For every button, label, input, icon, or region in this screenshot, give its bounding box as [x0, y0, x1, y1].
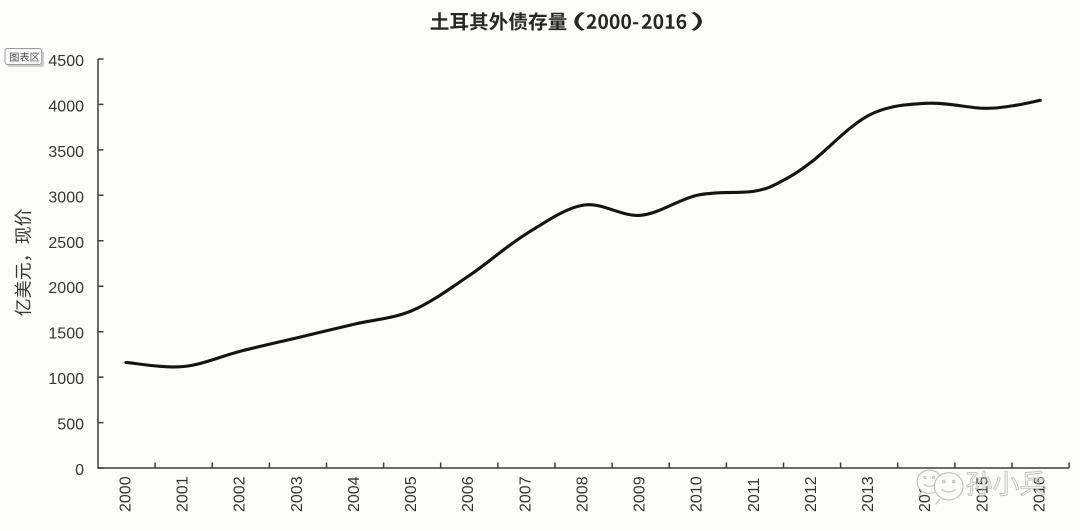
- svg-text:2001: 2001: [175, 476, 192, 512]
- svg-text:4500: 4500: [48, 53, 84, 70]
- svg-text:2010: 2010: [689, 476, 706, 512]
- svg-text:1000: 1000: [48, 371, 84, 388]
- svg-text:2004: 2004: [346, 476, 363, 512]
- svg-text:2012: 2012: [803, 476, 820, 512]
- svg-text:1500: 1500: [48, 326, 84, 343]
- svg-text:2006: 2006: [460, 476, 477, 512]
- svg-text:2007: 2007: [517, 476, 534, 512]
- svg-text:2500: 2500: [48, 235, 84, 252]
- svg-text:2009: 2009: [632, 476, 649, 512]
- svg-text:2011: 2011: [746, 477, 763, 512]
- svg-text:2016: 2016: [1031, 476, 1048, 512]
- svg-text:2000: 2000: [118, 476, 135, 512]
- svg-text:2000: 2000: [48, 280, 84, 297]
- svg-text:4000: 4000: [48, 98, 84, 115]
- svg-text:2003: 2003: [289, 476, 306, 512]
- svg-text:3500: 3500: [48, 144, 84, 161]
- svg-text:0: 0: [75, 462, 84, 479]
- svg-text:2002: 2002: [232, 476, 249, 512]
- svg-text:500: 500: [57, 417, 84, 434]
- svg-text:2005: 2005: [403, 476, 420, 512]
- svg-text:2013: 2013: [860, 476, 877, 512]
- svg-text:3000: 3000: [48, 189, 84, 206]
- svg-text:2008: 2008: [574, 476, 591, 512]
- svg-text:2015: 2015: [974, 476, 991, 512]
